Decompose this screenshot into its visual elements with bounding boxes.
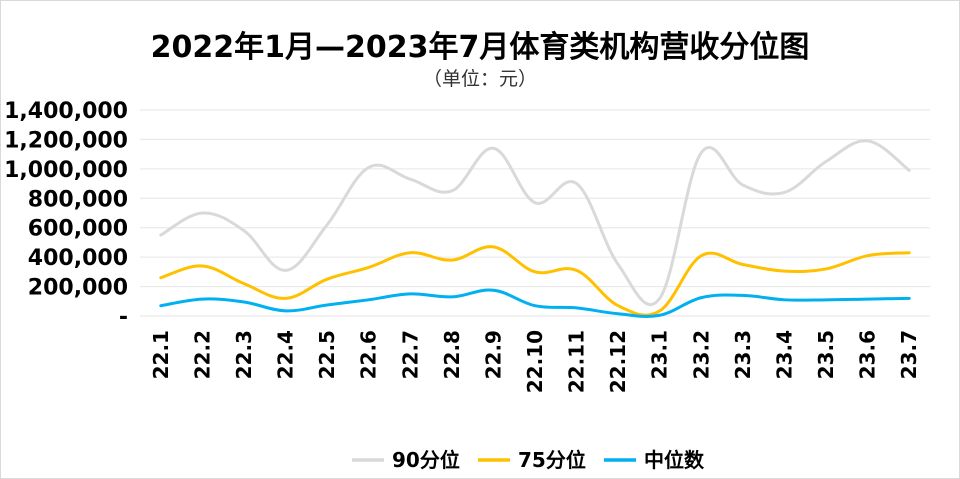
legend: 90分位 75分位 中位数 [352,448,705,472]
x-tick-label: 22.10 [523,330,547,393]
x-tick-label: 23.1 [648,330,672,379]
series-line-0 [159,139,911,307]
legend-label: 75分位 [518,448,586,472]
x-tick-label: 23.2 [689,330,713,379]
x-tick-label: 22.1 [149,330,173,379]
x-tick-label: 23.6 [856,330,880,379]
gridlines [140,109,930,317]
y-axis-ticks: - 200,000 400,000 600,000 800,000 1,000,000 1,… [4,99,128,330]
x-tick-label: 22.12 [606,330,630,393]
x-tick-label: 22.7 [398,330,422,379]
y-tick-label: 400,000 [28,246,128,271]
x-tick-label: 22.9 [481,330,505,379]
x-tick-label: 22.6 [357,330,381,379]
legend-label: 90分位 [392,448,460,472]
chart-subtitle: （单位：元） [422,68,537,90]
legend-label: 中位数 [644,448,705,472]
series-line-2 [159,288,911,318]
y-tick-label: - [119,305,128,330]
y-tick-label: 1,000,000 [4,158,128,183]
series-lines [159,139,911,318]
y-tick-label: 200,000 [28,276,128,301]
x-tick-label: 22.5 [315,330,339,379]
x-tick-label: 22.4 [274,330,298,379]
x-tick-label: 23.4 [772,330,796,379]
y-tick-label: 1,200,000 [4,128,128,153]
x-axis-ticks: 22.1 22.2 22.3 22.4 22.5 22.6 22.7 22.8 22.9 22.1… [149,330,921,393]
x-tick-label: 22.2 [190,330,214,379]
x-tick-label: 22.3 [232,330,256,379]
chart-title: 2022年1月—2023年7月体育类机构营收分位图 [150,30,810,65]
x-tick-label: 23.5 [814,330,838,379]
x-tick-label: 23.3 [731,330,755,379]
y-tick-label: 800,000 [28,187,128,212]
x-tick-label: 23.7 [897,330,921,379]
y-tick-label: 1,400,000 [4,99,128,124]
x-tick-label: 22.11 [565,330,589,393]
y-tick-label: 600,000 [28,217,128,242]
x-tick-label: 22.8 [440,330,464,379]
